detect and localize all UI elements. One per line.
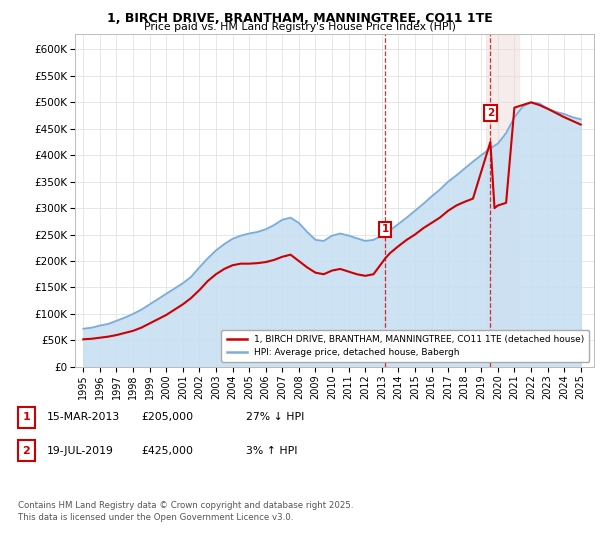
Text: 1: 1 — [382, 225, 389, 234]
Text: Contains HM Land Registry data © Crown copyright and database right 2025.
This d: Contains HM Land Registry data © Crown c… — [18, 501, 353, 522]
Text: 27% ↓ HPI: 27% ↓ HPI — [246, 412, 304, 422]
Text: £205,000: £205,000 — [141, 412, 193, 422]
Text: 19-JUL-2019: 19-JUL-2019 — [47, 446, 113, 456]
Text: 1: 1 — [23, 412, 30, 422]
Text: £425,000: £425,000 — [141, 446, 193, 456]
Text: 15-MAR-2013: 15-MAR-2013 — [47, 412, 120, 422]
Bar — [486, 34, 520, 367]
Text: 1, BIRCH DRIVE, BRANTHAM, MANNINGTREE, CO11 1TE: 1, BIRCH DRIVE, BRANTHAM, MANNINGTREE, C… — [107, 12, 493, 25]
Text: 2: 2 — [23, 446, 30, 456]
Text: 3% ↑ HPI: 3% ↑ HPI — [246, 446, 298, 456]
Legend: 1, BIRCH DRIVE, BRANTHAM, MANNINGTREE, CO11 1TE (detached house), HPI: Average p: 1, BIRCH DRIVE, BRANTHAM, MANNINGTREE, C… — [221, 330, 589, 362]
Text: 2: 2 — [487, 108, 494, 118]
Text: Price paid vs. HM Land Registry's House Price Index (HPI): Price paid vs. HM Land Registry's House … — [144, 22, 456, 32]
